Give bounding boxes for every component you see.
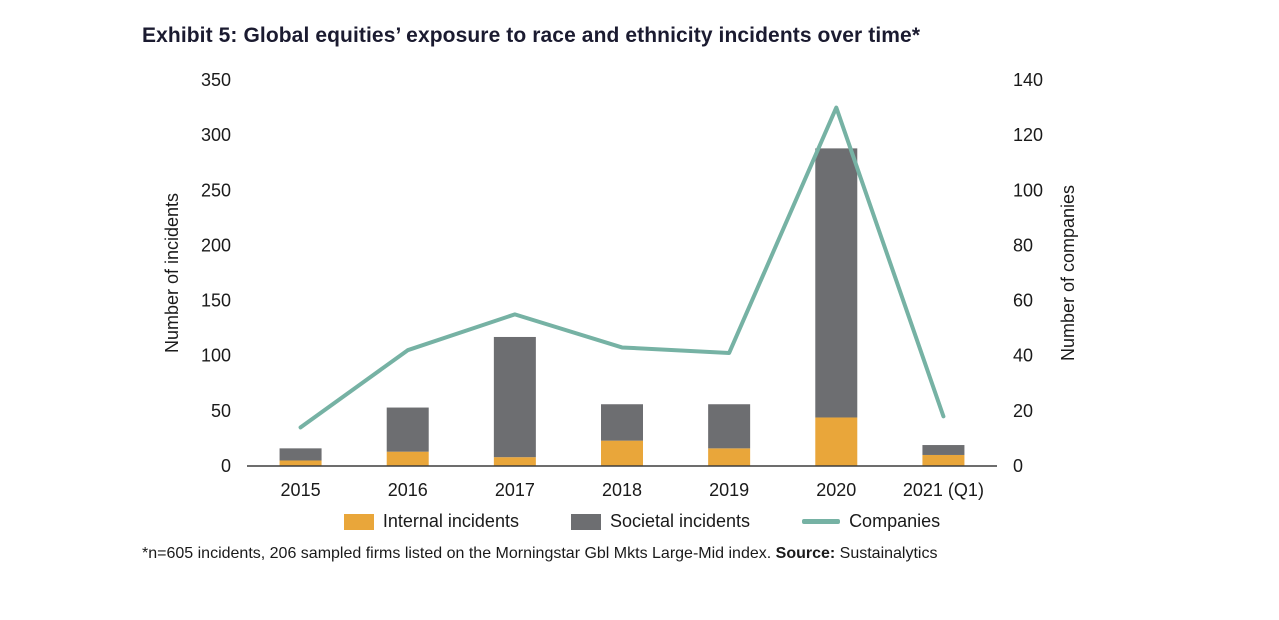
bar-internal-2016: [386, 451, 429, 466]
bar-internal-2020: [815, 417, 858, 466]
left-axis-title: Number of incidents: [162, 193, 182, 353]
internal-incidents-swatch-icon: [343, 513, 374, 530]
left-axis-tick-label: 250: [201, 180, 231, 200]
bar-internal-2019: [708, 448, 751, 466]
bar-societal-2021 (Q1): [922, 445, 965, 455]
left-axis-tick-label: 300: [201, 125, 231, 145]
left-axis-tick-label: 0: [221, 456, 231, 476]
x-axis-category-label: 2020: [816, 480, 856, 500]
legend-label-internal: Internal incidents: [382, 511, 519, 531]
legend-item-companies: Companies: [802, 511, 940, 532]
bar-internal-2015: [279, 460, 322, 466]
footnote-text: *n=605 incidents, 206 sampled firms list…: [142, 545, 776, 562]
right-axis-tick-label: 80: [1013, 235, 1033, 255]
companies-line-swatch-icon: [802, 519, 841, 524]
right-axis-tick-label: 100: [1013, 180, 1043, 200]
legend-item-internal: Internal incidents: [343, 511, 519, 532]
left-axis-tick-label: 50: [211, 401, 231, 421]
right-axis-tick-label: 60: [1013, 291, 1033, 311]
left-axis-tick-label: 200: [201, 235, 231, 255]
legend-item-societal: Societal incidents: [570, 511, 751, 532]
right-axis-tick-label: 40: [1013, 346, 1033, 366]
legend-label-companies: Companies: [849, 511, 941, 531]
right-axis-tick-label: 120: [1013, 125, 1043, 145]
x-axis-category-label: 2019: [709, 480, 749, 500]
incidents-companies-chart: 0 50 100 150 200 250 300 350 0 20 40 60 80 100 120 140 2…: [162, 70, 1078, 500]
legend-label-societal: Societal incidents: [609, 511, 751, 531]
bar-societal-2015: [279, 448, 322, 461]
right-axis-title: Number of companies: [1058, 185, 1078, 361]
companies-line-series: [298, 105, 946, 430]
x-axis-category-label: 2018: [602, 480, 642, 500]
x-axis-category-label: 2021 (Q1): [903, 480, 984, 500]
bar-internal-2018: [601, 440, 643, 466]
bar-societal-2020: [815, 148, 858, 418]
footnote: *n=605 incidents, 206 sampled firms list…: [142, 545, 937, 563]
bar-societal-2019: [708, 404, 751, 449]
bar-societal-2016: [386, 407, 429, 452]
bar-internal-2017: [493, 457, 536, 466]
right-axis-tick-label: 20: [1013, 401, 1033, 421]
societal-incidents-swatch-icon: [570, 513, 601, 530]
bar-societal-2018: [601, 404, 643, 441]
x-axis-category-label: 2017: [495, 480, 535, 500]
bar-societal-2017: [493, 336, 536, 458]
x-axis-category-label: 2016: [388, 480, 428, 500]
right-axis-tick-label: 140: [1013, 70, 1043, 90]
footnote-source-value: Sustainalytics: [835, 545, 938, 562]
chart-legend: Internal incidents Societal incidents Co…: [142, 511, 1142, 532]
footnote-source-label: Source:: [775, 545, 836, 562]
left-axis-tick-label: 350: [201, 70, 231, 90]
bar-internal-2021 (Q1): [922, 454, 965, 466]
chart-title: Exhibit 5: Global equities’ exposure to …: [142, 24, 921, 47]
chart-area: 0 50 100 150 200 250 300 350 0 20 40 60 80 100 120 140 2…: [142, 58, 1142, 508]
right-axis-tick-label: 0: [1013, 456, 1023, 476]
x-axis-category-label: 2015: [281, 480, 321, 500]
left-axis-tick-label: 150: [201, 291, 231, 311]
left-axis-tick-label: 100: [201, 346, 231, 366]
